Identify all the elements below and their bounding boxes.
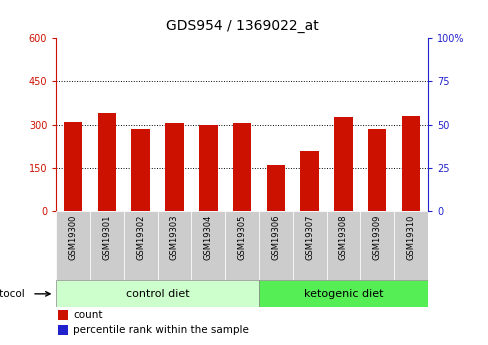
Bar [259,211,292,280]
Bar [259,280,427,307]
Bar [367,129,386,211]
Text: percentile rank within the sample: percentile rank within the sample [73,325,248,335]
Bar [333,117,352,211]
Bar [360,211,393,280]
Bar [98,113,116,211]
Text: GSM19308: GSM19308 [338,215,347,260]
Bar [224,211,259,280]
Bar [300,150,318,211]
Bar [292,211,326,280]
Bar [64,122,82,211]
Bar [401,116,419,211]
Bar [56,280,259,307]
Bar [165,123,183,211]
Bar [157,211,191,280]
Text: GSM19302: GSM19302 [136,215,145,260]
Text: count: count [73,310,102,320]
Text: GDS954 / 1369022_at: GDS954 / 1369022_at [165,19,318,33]
Bar [326,211,360,280]
Bar [199,125,217,211]
Text: GSM19310: GSM19310 [406,215,415,260]
Text: GSM19304: GSM19304 [203,215,212,260]
Text: GSM19300: GSM19300 [68,215,78,260]
Bar [58,325,68,335]
Bar [232,123,251,211]
Bar [123,211,157,280]
Text: GSM19303: GSM19303 [170,215,179,260]
Bar [131,129,150,211]
Text: GSM19307: GSM19307 [305,215,313,260]
Text: GSM19305: GSM19305 [237,215,246,260]
Text: GSM19306: GSM19306 [271,215,280,260]
Text: GSM19301: GSM19301 [102,215,111,260]
Text: GSM19309: GSM19309 [372,215,381,260]
Bar [90,211,123,280]
Bar [56,211,90,280]
Bar [393,211,427,280]
Text: ketogenic diet: ketogenic diet [303,289,383,299]
Bar [191,211,224,280]
Bar [58,310,68,320]
Text: control diet: control diet [125,289,189,299]
Text: protocol: protocol [0,289,24,299]
Bar [266,165,285,211]
